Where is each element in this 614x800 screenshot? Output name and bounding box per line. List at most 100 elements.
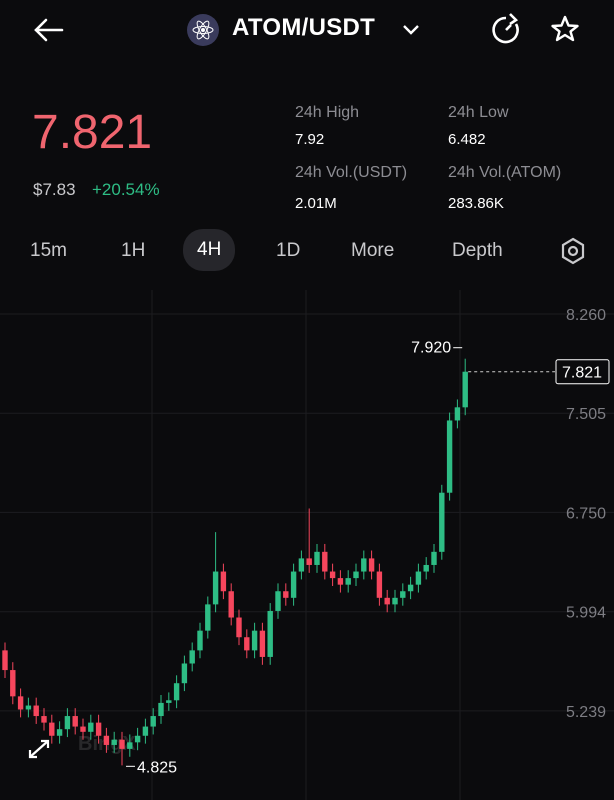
candle [267, 603, 273, 665]
candle-body [415, 571, 422, 585]
candle [415, 563, 422, 593]
candle-body [95, 722, 102, 736]
candle-body [314, 551, 320, 565]
candle-body [345, 578, 351, 585]
interval-tab[interactable]: 1D [276, 240, 301, 261]
candle [259, 622, 266, 665]
candle-body [337, 578, 344, 585]
interval-tab[interactable]: 1H [121, 240, 146, 261]
pair-dropdown[interactable] [403, 25, 419, 35]
stat-label: 24h Vol.(ATOM) [448, 164, 562, 181]
candle [212, 532, 219, 613]
candle [127, 734, 133, 757]
candle [166, 692, 172, 711]
candle-body [2, 650, 8, 671]
candle [298, 550, 305, 580]
candle [423, 557, 429, 580]
candle-body [25, 705, 32, 710]
usd-price: $7.83 [33, 180, 76, 199]
fullscreen-button[interactable] [28, 739, 50, 759]
candle-body [283, 591, 289, 598]
back-button[interactable] [34, 18, 64, 42]
stat-value: 6.482 [448, 131, 486, 148]
candle-body [259, 630, 266, 657]
y-tick-label: 7.505 [566, 406, 606, 423]
candle-body [228, 591, 234, 618]
candle-body [64, 716, 71, 730]
candle-body [49, 722, 55, 736]
candle-body [462, 371, 468, 408]
candle-body [127, 742, 133, 749]
candle [56, 721, 63, 744]
candle [384, 589, 390, 613]
candle [376, 563, 383, 606]
candle [275, 583, 281, 619]
favorite-button[interactable] [551, 15, 579, 42]
candle-body [454, 407, 461, 421]
candle-body [251, 630, 258, 651]
candle [329, 563, 336, 586]
candle [49, 714, 55, 744]
candle [283, 583, 289, 606]
icon-stroke [29, 740, 49, 758]
candle-body [111, 739, 117, 745]
price-change: +20.54% [92, 180, 160, 199]
candle-body [10, 670, 16, 697]
interval-tab[interactable]: 15m [30, 240, 67, 261]
candle [462, 358, 468, 416]
candle [111, 731, 117, 753]
candle [368, 550, 375, 580]
candle [407, 576, 414, 600]
refresh-button[interactable] [492, 13, 519, 44]
interval-tab[interactable]: 4H [183, 229, 236, 271]
coin-icon [187, 14, 219, 46]
y-tick-label: 5.994 [566, 605, 606, 622]
candle-body [166, 700, 172, 703]
candle [446, 412, 453, 501]
candle [88, 714, 94, 740]
candle-body [423, 564, 429, 572]
candle [392, 589, 398, 613]
candle-body [329, 571, 336, 579]
icon-stroke [41, 739, 50, 748]
candle-body [173, 683, 180, 701]
candle-body [103, 735, 110, 745]
candle [361, 550, 367, 580]
candle-body [72, 716, 78, 727]
candle [41, 708, 47, 731]
stat-label: 24h Vol.(USDT) [295, 164, 408, 181]
candle-body [306, 558, 312, 565]
interval-tab[interactable]: Depth [452, 240, 503, 261]
candle-body [56, 729, 63, 736]
header-icons [34, 13, 579, 46]
candle [431, 543, 437, 573]
candle [17, 688, 24, 718]
candle [205, 596, 211, 639]
candle-body [298, 558, 305, 572]
candle [353, 563, 359, 586]
candle [33, 697, 39, 724]
candle-body [407, 584, 414, 592]
candle-body [275, 591, 281, 611]
candle [236, 609, 242, 646]
candle-body [88, 722, 94, 732]
candle-body [134, 735, 141, 743]
candle-body [197, 630, 203, 651]
candle [142, 718, 149, 744]
candle-body [439, 492, 445, 552]
candle-body [189, 650, 195, 664]
candle [80, 718, 86, 740]
candle-body [361, 558, 367, 572]
candle [337, 570, 344, 593]
candle [181, 655, 188, 692]
last-price-box [555, 359, 610, 385]
candle-body [236, 617, 242, 638]
interval-tab[interactable]: More [351, 240, 395, 261]
candle-body [212, 571, 219, 605]
candle [158, 695, 164, 724]
candle-body [353, 571, 359, 579]
chart-settings[interactable] [558, 236, 588, 266]
candle [10, 662, 16, 705]
pair-title[interactable]: ATOM/USDT [232, 14, 376, 41]
